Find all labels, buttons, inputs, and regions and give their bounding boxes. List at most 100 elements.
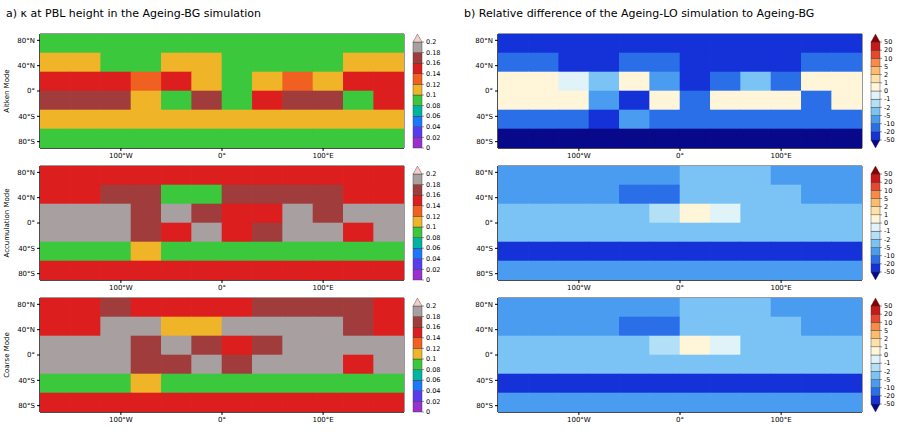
- svg-text:100°E: 100°E: [312, 284, 333, 292]
- svg-text:10: 10: [884, 319, 892, 327]
- svg-text:-10: -10: [884, 120, 895, 128]
- svg-text:0.18: 0.18: [426, 181, 440, 189]
- svg-text:1: 1: [884, 211, 888, 219]
- svg-text:80°S: 80°S: [18, 138, 35, 146]
- svg-text:-2: -2: [884, 368, 890, 376]
- svg-text:0°: 0°: [27, 351, 35, 359]
- svg-text:0°: 0°: [485, 219, 493, 227]
- svg-text:40°S: 40°S: [476, 377, 493, 385]
- svg-text:-10: -10: [884, 252, 895, 260]
- svg-text:100°E: 100°E: [770, 284, 791, 292]
- svg-text:0.18: 0.18: [426, 313, 440, 321]
- svg-text:0.12: 0.12: [426, 213, 440, 221]
- svg-text:0.2: 0.2: [426, 38, 436, 46]
- svg-text:100°E: 100°E: [770, 152, 791, 160]
- svg-text:-2: -2: [884, 236, 890, 244]
- svg-text:-50: -50: [884, 400, 895, 408]
- svg-text:40°N: 40°N: [17, 326, 35, 334]
- svg-text:80°N: 80°N: [475, 169, 493, 177]
- svg-text:0°: 0°: [485, 351, 493, 359]
- svg-text:80°S: 80°S: [476, 402, 493, 410]
- svg-text:0.06: 0.06: [426, 244, 440, 252]
- svg-text:20: 20: [884, 46, 892, 54]
- svg-text:0.16: 0.16: [426, 191, 440, 199]
- svg-text:-1: -1: [884, 227, 890, 235]
- svg-text:-5: -5: [884, 244, 890, 252]
- svg-text:-50: -50: [884, 268, 895, 276]
- svg-text:-20: -20: [884, 392, 895, 400]
- svg-text:10: 10: [884, 55, 892, 63]
- svg-text:-5: -5: [884, 376, 890, 384]
- svg-text:-20: -20: [884, 128, 895, 136]
- svg-text:0.04: 0.04: [426, 387, 440, 395]
- svg-text:80°S: 80°S: [18, 270, 35, 278]
- svg-text:100°W: 100°W: [567, 284, 591, 292]
- svg-text:20: 20: [884, 178, 892, 186]
- svg-text:40°S: 40°S: [18, 377, 35, 385]
- svg-text:0.02: 0.02: [426, 134, 440, 142]
- svg-text:100°E: 100°E: [770, 416, 791, 424]
- svg-text:0.12: 0.12: [426, 345, 440, 353]
- svg-text:5: 5: [884, 327, 888, 335]
- svg-text:100°E: 100°E: [312, 416, 333, 424]
- svg-text:80°S: 80°S: [476, 270, 493, 278]
- svg-text:0.06: 0.06: [426, 112, 440, 120]
- svg-text:0.04: 0.04: [426, 123, 440, 131]
- svg-text:0.02: 0.02: [426, 398, 440, 406]
- svg-text:1: 1: [884, 79, 888, 87]
- svg-text:Accumulation Mode: Accumulation Mode: [3, 189, 11, 258]
- svg-text:1: 1: [884, 343, 888, 351]
- svg-text:-20: -20: [884, 260, 895, 268]
- svg-text:80°N: 80°N: [17, 37, 35, 45]
- svg-text:0°: 0°: [27, 87, 35, 95]
- svg-text:0.08: 0.08: [426, 102, 440, 110]
- svg-text:2: 2: [884, 71, 888, 79]
- svg-text:0.2: 0.2: [426, 302, 436, 310]
- svg-text:0°: 0°: [676, 284, 684, 292]
- svg-text:40°N: 40°N: [17, 194, 35, 202]
- svg-text:Coarse Mode: Coarse Mode: [3, 332, 11, 378]
- svg-text:-50: -50: [884, 136, 895, 144]
- svg-text:0°: 0°: [485, 87, 493, 95]
- svg-text:80°S: 80°S: [476, 138, 493, 146]
- svg-text:40°N: 40°N: [475, 326, 493, 334]
- svg-text:0°: 0°: [218, 416, 226, 424]
- svg-text:0.1: 0.1: [426, 91, 436, 99]
- svg-text:100°W: 100°W: [567, 152, 591, 160]
- svg-text:0.02: 0.02: [426, 266, 440, 274]
- svg-text:40°S: 40°S: [476, 245, 493, 253]
- svg-text:100°W: 100°W: [109, 416, 133, 424]
- svg-text:0°: 0°: [218, 152, 226, 160]
- svg-text:0: 0: [884, 87, 888, 95]
- svg-text:-1: -1: [884, 359, 890, 367]
- svg-text:0.14: 0.14: [426, 70, 440, 78]
- svg-text:-10: -10: [884, 384, 895, 392]
- svg-text:5: 5: [884, 195, 888, 203]
- svg-text:-1: -1: [884, 95, 890, 103]
- svg-text:10: 10: [884, 187, 892, 195]
- svg-text:0°: 0°: [676, 152, 684, 160]
- svg-text:0: 0: [426, 144, 430, 152]
- svg-text:0.06: 0.06: [426, 376, 440, 384]
- svg-text:2: 2: [884, 203, 888, 211]
- svg-text:0.1: 0.1: [426, 355, 436, 363]
- svg-text:40°S: 40°S: [18, 113, 35, 121]
- svg-text:0: 0: [884, 351, 888, 359]
- svg-text:0°: 0°: [676, 416, 684, 424]
- svg-text:50: 50: [884, 38, 892, 46]
- svg-text:Aitken Mode: Aitken Mode: [3, 69, 11, 112]
- svg-text:40°N: 40°N: [17, 62, 35, 70]
- svg-text:40°S: 40°S: [18, 245, 35, 253]
- svg-text:80°N: 80°N: [17, 301, 35, 309]
- svg-text:0: 0: [426, 276, 430, 284]
- svg-text:0.14: 0.14: [426, 202, 440, 210]
- svg-text:0.14: 0.14: [426, 334, 440, 342]
- svg-text:100°E: 100°E: [312, 152, 333, 160]
- svg-text:50: 50: [884, 170, 892, 178]
- svg-text:0.12: 0.12: [426, 81, 440, 89]
- svg-text:80°N: 80°N: [475, 37, 493, 45]
- svg-text:50: 50: [884, 302, 892, 310]
- svg-text:-5: -5: [884, 112, 890, 120]
- svg-text:0.08: 0.08: [426, 366, 440, 374]
- svg-text:0°: 0°: [218, 284, 226, 292]
